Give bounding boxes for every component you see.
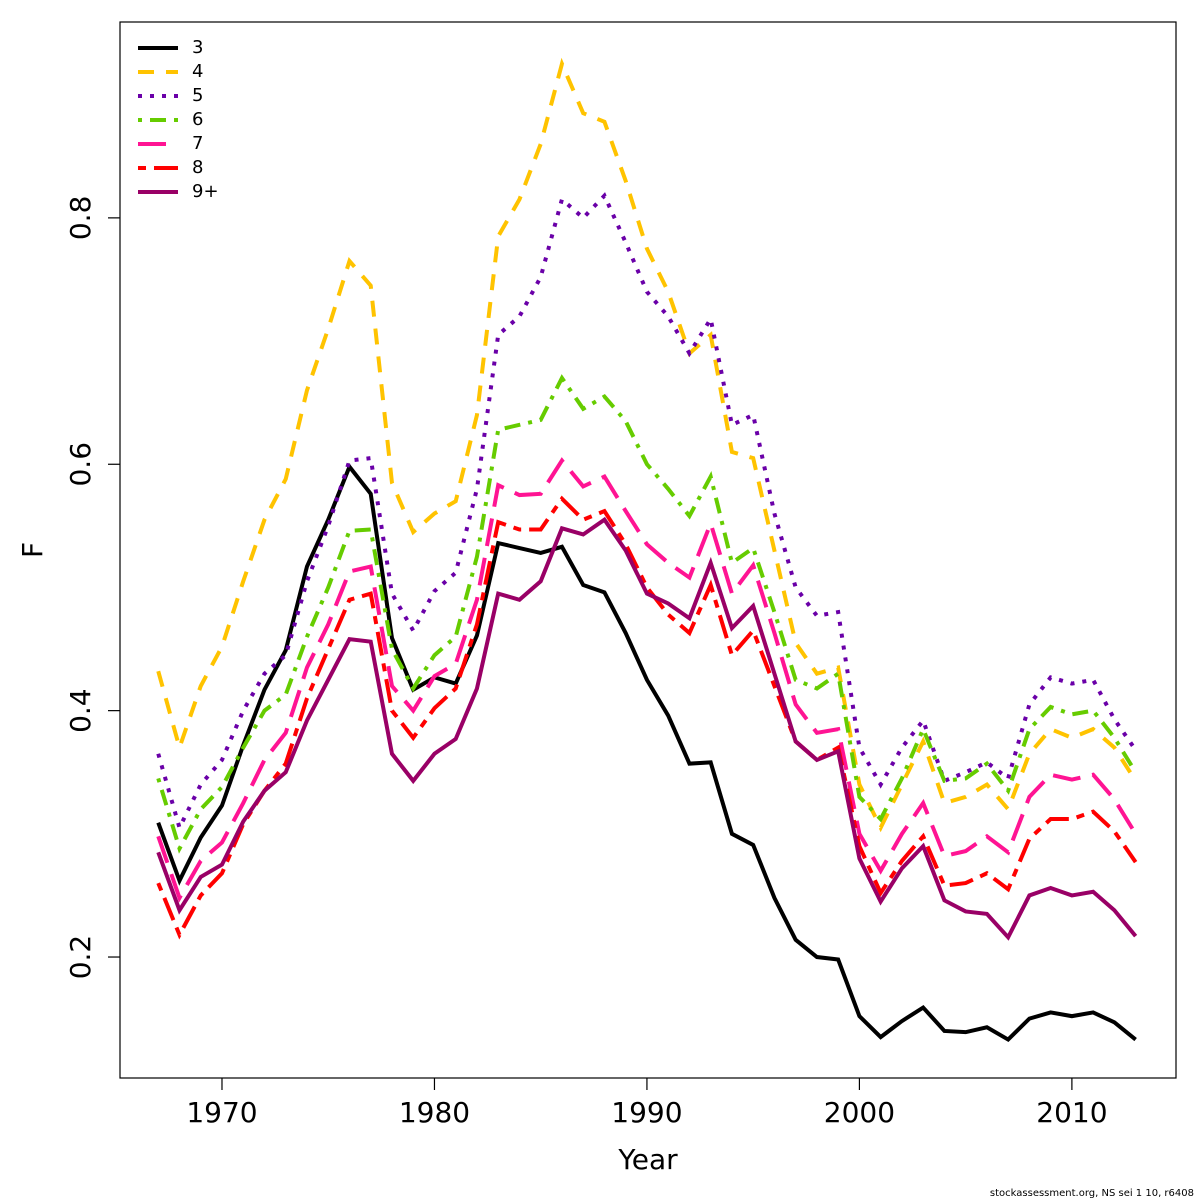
x-tick-label: 2000 (824, 1096, 895, 1129)
y-tick-label: 0.8 (64, 196, 97, 241)
x-tick-label: 1970 (186, 1096, 257, 1129)
series-line (156, 57, 1138, 833)
legend-label: 3 (192, 37, 203, 58)
y-tick-label: 0.6 (64, 442, 97, 487)
legend-label: 4 (192, 61, 203, 82)
plot-frame (119, 21, 1177, 1079)
x-tick-label: 1980 (399, 1096, 470, 1129)
footnote: stockassessment.org, NS sei 1 10, r6408 (990, 1188, 1194, 1199)
y-tick-label: 0.2 (64, 935, 97, 980)
x-tick-label: 1990 (611, 1096, 682, 1129)
series-line (156, 516, 1138, 941)
legend-label: 5 (192, 85, 203, 106)
y-tick-label: 0.4 (64, 688, 97, 733)
series-line (156, 462, 1137, 1043)
legend-label: 8 (192, 157, 203, 178)
x-tick-label: 2010 (1036, 1096, 1107, 1129)
legend-label: 9+ (192, 181, 219, 202)
series-line (156, 374, 1138, 854)
x-axis-label: Year (617, 1143, 678, 1176)
series-line (156, 192, 1138, 834)
legend-label: 7 (192, 133, 203, 154)
legend-label: 6 (192, 109, 203, 130)
series-line (156, 457, 1138, 903)
series-line (156, 495, 1138, 940)
y-axis-label: F (16, 542, 49, 558)
